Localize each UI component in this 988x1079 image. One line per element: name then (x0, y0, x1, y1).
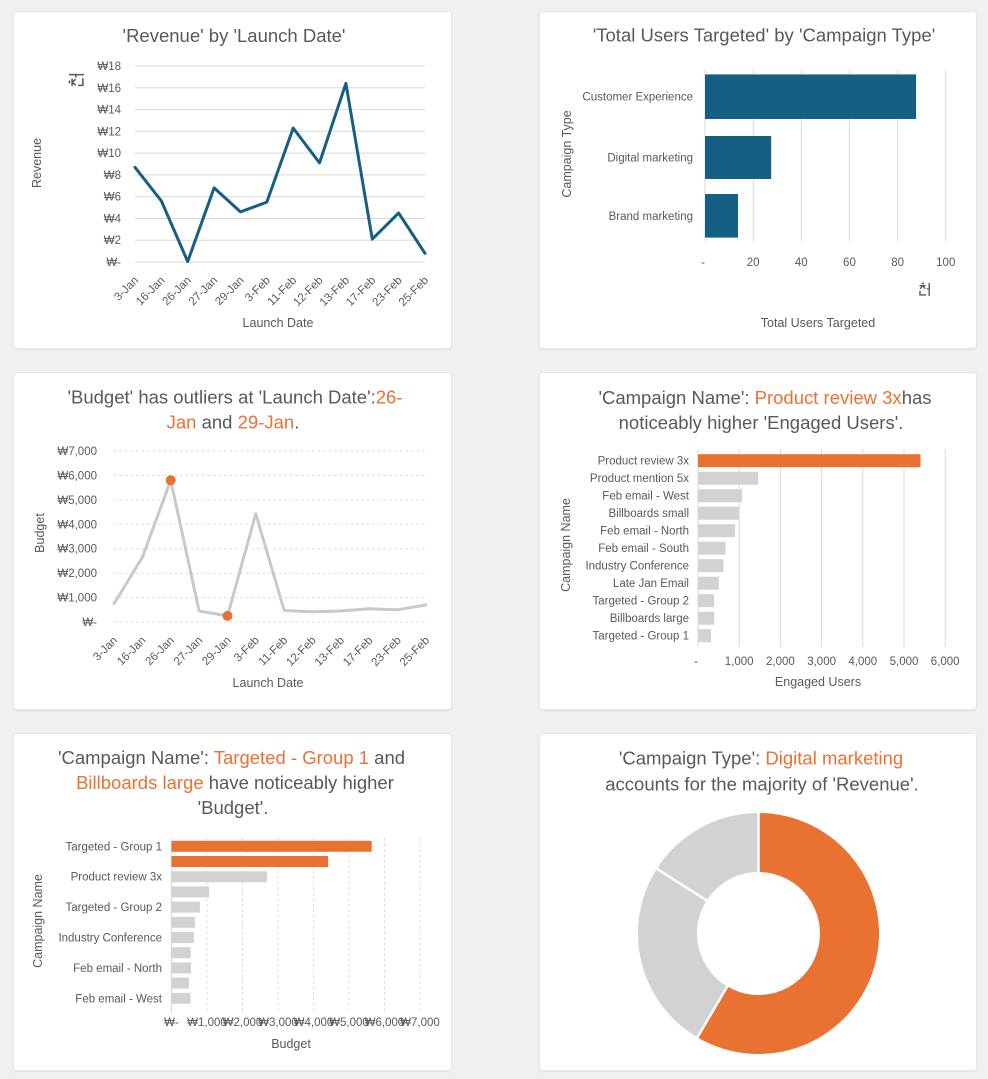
svg-text:26-Jan: 26-Jan (143, 635, 176, 668)
svg-text:₩2: ₩2 (104, 235, 121, 247)
svg-text:Targeted - Group 1: Targeted - Group 1 (592, 631, 689, 643)
svg-text:'Campaign Name': Product revie: 'Campaign Name': Product review 3xhas (598, 387, 931, 408)
svg-text:11-Feb: 11-Feb (257, 635, 291, 669)
svg-text:Targeted - Group 2: Targeted - Group 2 (592, 596, 689, 608)
svg-text:Billboards small: Billboards small (608, 508, 689, 520)
svg-text:2,000: 2,000 (766, 656, 795, 668)
svg-text:Late Jan Email: Late Jan Email (613, 578, 689, 590)
svg-text:₩14: ₩14 (97, 105, 121, 117)
svg-text:Budget: Budget (271, 1037, 311, 1051)
svg-text:Customer Experience: Customer Experience (582, 92, 693, 104)
svg-text:Campaign Type: Campaign Type (560, 110, 574, 197)
svg-text:₩8: ₩8 (104, 170, 121, 182)
svg-text:Product review 3x: Product review 3x (598, 456, 690, 468)
svg-text:₩-: ₩- (82, 617, 97, 629)
svg-text:₩18: ₩18 (97, 61, 121, 73)
svg-text:40: 40 (795, 257, 808, 269)
svg-text:Feb email - South: Feb email - South (598, 543, 689, 555)
svg-text:₩6,000: ₩6,000 (365, 1017, 405, 1029)
svg-text:80: 80 (891, 257, 904, 269)
svg-text:13-Feb: 13-Feb (313, 635, 347, 669)
svg-text:Launch Date: Launch Date (233, 676, 304, 690)
svg-text:-: - (694, 656, 698, 668)
svg-text:Billboards large: Billboards large (610, 613, 689, 625)
svg-text:Revenue: Revenue (30, 138, 44, 188)
svg-text:Industry Conference: Industry Conference (58, 933, 162, 945)
svg-text:60: 60 (843, 257, 856, 269)
svg-text:₩10: ₩10 (97, 148, 121, 160)
svg-text:Jan and 29-Jan.: Jan and 29-Jan. (167, 412, 300, 433)
svg-text:6,000: 6,000 (931, 656, 960, 668)
svg-text:Campaign Name: Campaign Name (559, 498, 573, 592)
svg-text:₩1,000: ₩1,000 (187, 1017, 227, 1029)
svg-text:₩4,000: ₩4,000 (57, 519, 97, 531)
svg-text:25-Feb: 25-Feb (398, 635, 432, 669)
svg-text:Industry Conference: Industry Conference (585, 561, 689, 573)
svg-text:Engaged Users: Engaged Users (775, 675, 861, 689)
svg-text:₩1,000: ₩1,000 (57, 593, 97, 605)
svg-text:4,000: 4,000 (848, 656, 877, 668)
svg-text:26-Jan: 26-Jan (160, 275, 193, 308)
svg-text:Feb email - West: Feb email - West (602, 491, 690, 503)
svg-text:Launch Date: Launch Date (243, 316, 314, 330)
svg-text:₩7,000: ₩7,000 (400, 1017, 440, 1029)
svg-text:3,000: 3,000 (807, 656, 836, 668)
svg-text:₩6: ₩6 (104, 192, 121, 204)
svg-text:'Campaign Type': Digital marke: 'Campaign Type': Digital marketing (619, 748, 903, 769)
svg-text:noticeably higher 'Engaged Use: noticeably higher 'Engaged Users'. (619, 412, 904, 433)
svg-text:29-Jan: 29-Jan (213, 275, 246, 308)
svg-text:'Budget'.: 'Budget'. (198, 797, 269, 818)
svg-text:'Campaign Name': Targeted - Gr: 'Campaign Name': Targeted - Group 1 and (58, 747, 405, 768)
svg-text:Budget: Budget (33, 513, 47, 553)
svg-text:₩-: ₩- (164, 1017, 179, 1029)
svg-text:Product mention 5x: Product mention 5x (590, 473, 689, 485)
svg-text:100: 100 (936, 257, 955, 269)
svg-text:₩16: ₩16 (97, 83, 121, 95)
svg-text:₩7,000: ₩7,000 (57, 446, 97, 458)
svg-text:₩4: ₩4 (104, 213, 122, 225)
svg-text:Digital marketing: Digital marketing (607, 153, 693, 165)
svg-text:₩-: ₩- (106, 257, 121, 269)
svg-text:25-Feb: 25-Feb (397, 275, 431, 309)
svg-text:16-Jan: 16-Jan (115, 635, 148, 668)
svg-text:29-Jan: 29-Jan (200, 635, 233, 668)
svg-text:₩5,000: ₩5,000 (329, 1017, 369, 1029)
svg-text:Feb email - North: Feb email - North (600, 526, 689, 538)
svg-text:'Revenue' by 'Launch Date': 'Revenue' by 'Launch Date' (123, 25, 346, 46)
svg-text:Brand marketing: Brand marketing (609, 211, 693, 223)
svg-text:₩12: ₩12 (97, 126, 121, 138)
svg-text:Campaign Name: Campaign Name (31, 874, 45, 968)
svg-text:₩4,000: ₩4,000 (294, 1017, 334, 1029)
svg-text:20: 20 (747, 257, 760, 269)
svg-text:accounts for the majority of ': accounts for the majority of 'Revenue'. (605, 774, 919, 795)
svg-text:'Total Users Targeted' by 'Cam: 'Total Users Targeted' by 'Campaign Type… (593, 25, 936, 46)
svg-text:₩6,000: ₩6,000 (57, 470, 97, 482)
svg-text:Feb email - West: Feb email - West (75, 993, 163, 1005)
svg-text:12-Feb: 12-Feb (284, 635, 318, 669)
svg-text:Targeted - Group 1: Targeted - Group 1 (65, 841, 162, 853)
svg-text:27-Jan: 27-Jan (187, 275, 220, 308)
svg-text:Total Users Targeted: Total Users Targeted (761, 316, 875, 330)
svg-text:Feb email - North: Feb email - North (73, 963, 162, 975)
svg-text:Targeted - Group 2: Targeted - Group 2 (65, 902, 162, 914)
svg-text:Product review 3x: Product review 3x (71, 872, 163, 884)
svg-text:₩3,000: ₩3,000 (57, 544, 97, 556)
svg-text:16-Jan: 16-Jan (134, 275, 167, 308)
svg-text:5,000: 5,000 (890, 656, 919, 668)
svg-text:'Budget' has outliers at 'Laun: 'Budget' has outliers at 'Launch Date':2… (67, 387, 402, 408)
svg-text:₩2,000: ₩2,000 (223, 1017, 263, 1029)
svg-text:1,000: 1,000 (725, 656, 754, 668)
svg-text:23-Feb: 23-Feb (369, 635, 403, 669)
svg-text:27-Jan: 27-Jan (172, 635, 205, 668)
svg-text:Billboards large have noticeab: Billboards large have noticeably higher (76, 772, 394, 793)
svg-text:₩2,000: ₩2,000 (57, 568, 97, 580)
svg-text:-: - (701, 257, 705, 269)
svg-text:₩5,000: ₩5,000 (57, 495, 97, 507)
svg-text:17-Feb: 17-Feb (341, 635, 375, 669)
svg-text:₩3,000: ₩3,000 (258, 1017, 298, 1029)
